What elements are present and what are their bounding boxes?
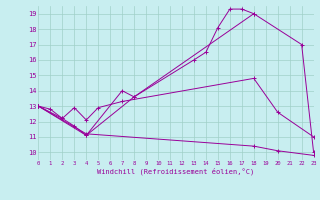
X-axis label: Windchill (Refroidissement éolien,°C): Windchill (Refroidissement éolien,°C)	[97, 168, 255, 175]
